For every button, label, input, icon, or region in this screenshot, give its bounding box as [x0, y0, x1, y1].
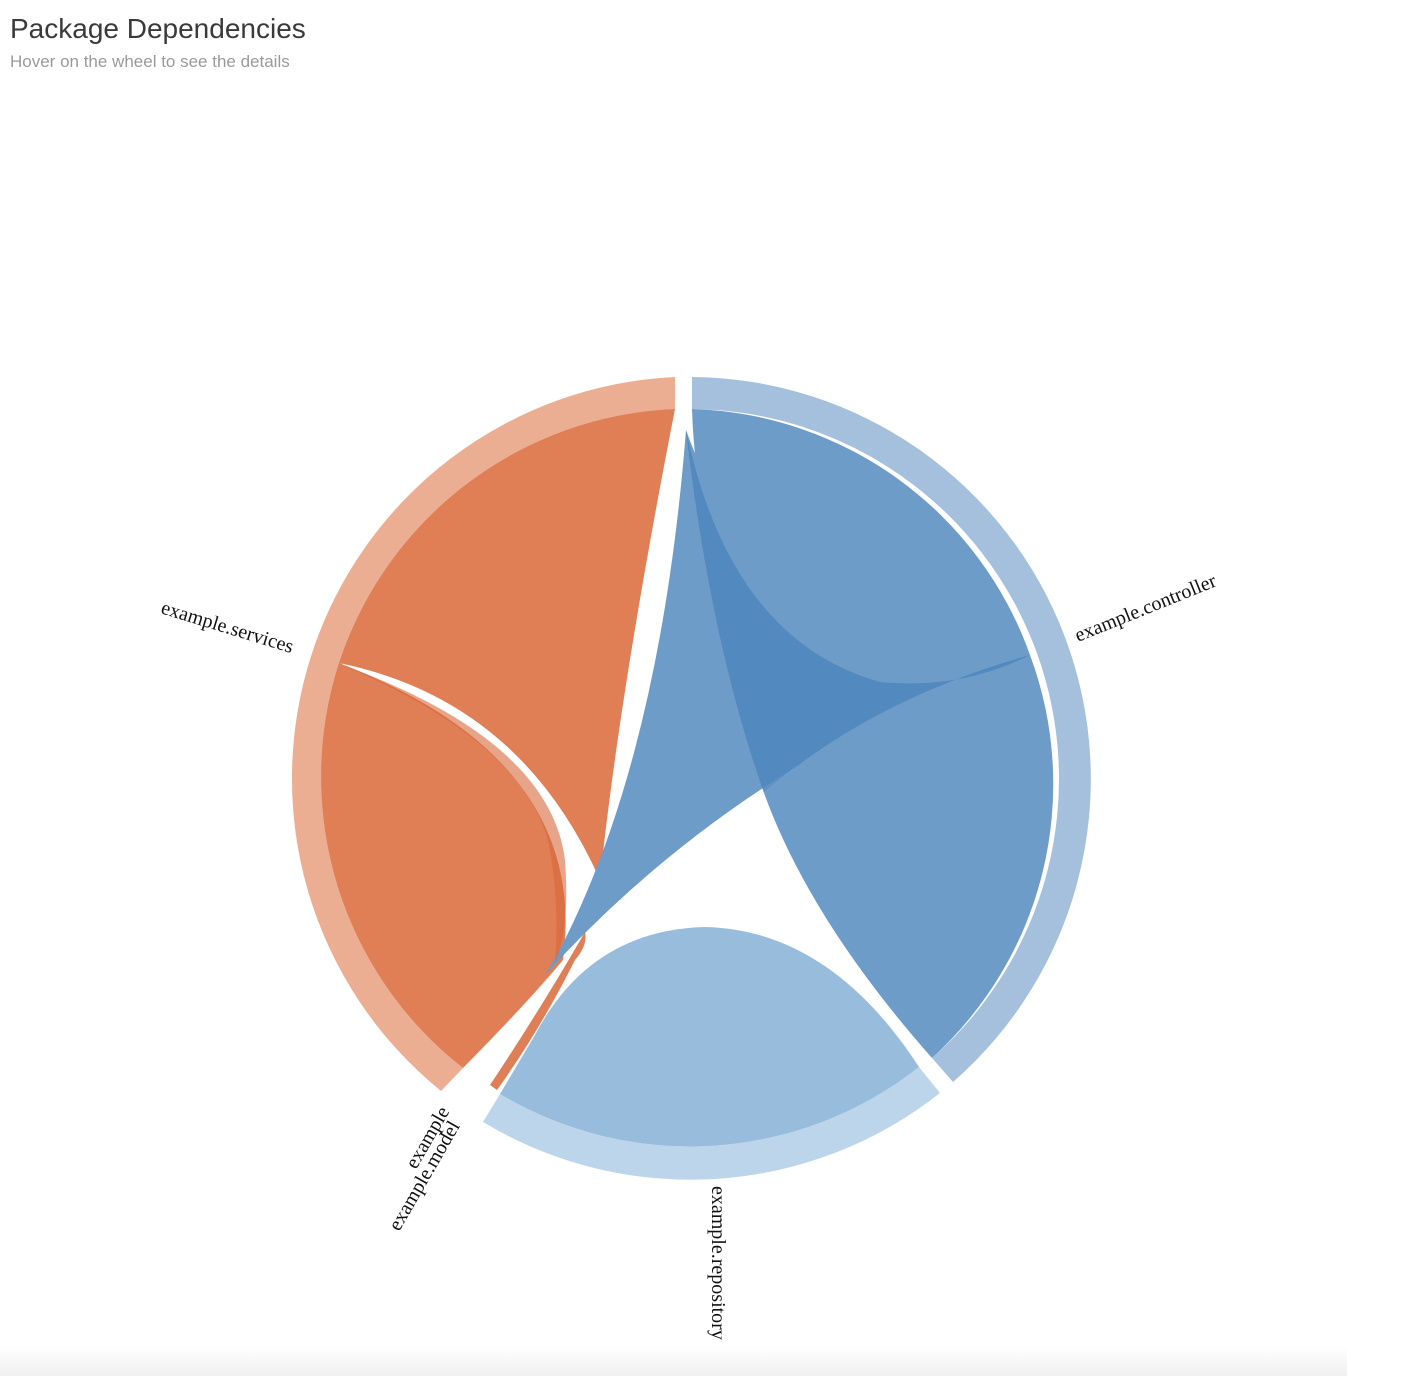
chords — [321, 409, 1054, 1147]
header: Package Dependencies Hover on the wheel … — [10, 10, 306, 74]
page-subtitle: Hover on the wheel to see the details — [10, 52, 290, 71]
chord-repository-self[interactable] — [500, 927, 919, 1147]
group-arc-repository[interactable] — [483, 1067, 940, 1180]
chord-services-lower[interactable] — [321, 663, 566, 1068]
group-arc-controller[interactable] — [692, 377, 1091, 1082]
label-controller: example.controller — [1072, 570, 1220, 647]
group-arcs — [291, 377, 1091, 1180]
group-arc-services[interactable] — [291, 377, 675, 1091]
chord-overlap — [686, 430, 1030, 793]
page-title: Package Dependencies — [10, 13, 306, 44]
chord-model-curve — [340, 664, 567, 962]
label-repository: example.repository — [707, 1186, 729, 1340]
bottom-scroll-strip — [0, 1346, 1347, 1376]
label-services: example.services — [159, 597, 297, 658]
chord-services-self[interactable] — [339, 409, 675, 880]
chord-controller-lower[interactable] — [764, 655, 1054, 1058]
chord-model[interactable] — [490, 932, 586, 1090]
